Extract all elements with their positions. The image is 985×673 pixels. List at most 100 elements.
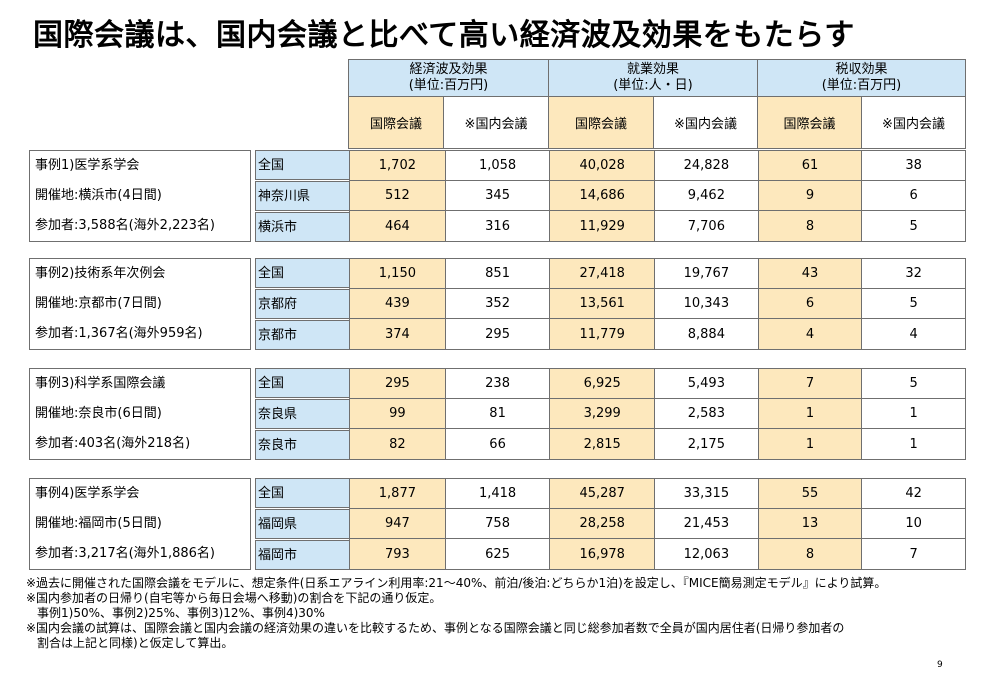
value-domestic: 5 [861,211,965,241]
value-intl: 1 [757,399,862,428]
case-description: 事例3)科学系国際会議 開催地:奈良市(6日間) 参加者:403名(海外218名… [29,368,251,460]
table-row: 1,877 1,418 45,287 33,315 55 42 [350,479,965,509]
value-intl: 4 [757,319,862,349]
value-domestic: 1 [861,429,965,459]
footnotes: ※過去に開催された国際会議をモデルに、想定条件(日系エアライン利用率:21～40… [26,576,976,651]
case-description: 事例4)医学系学会 開催地:福岡市(5日間) 参加者:3,217名(海外1,88… [29,478,251,570]
header-name: 就業効果 [626,62,679,77]
value-intl: 43 [757,259,862,288]
region-label: 全国 [255,150,350,180]
value-intl: 2,815 [549,429,655,459]
value-domestic: 2,175 [654,429,758,459]
header-name: 経済波及効果 [409,62,488,77]
region-label: 全国 [255,258,350,288]
value-domestic: 9,462 [654,181,758,210]
value-intl: 27,418 [549,259,655,288]
value-intl: 793 [350,539,445,569]
table-row: 1,150 851 27,418 19,767 43 32 [350,259,965,289]
case-venue: 開催地:京都市(7日間) [35,296,162,311]
value-domestic: 32 [861,259,965,288]
value-intl: 295 [350,369,445,398]
value-intl: 99 [350,399,445,428]
value-intl: 14,686 [549,181,655,210]
region-column: 全国 奈良県 奈良市 [255,368,350,460]
value-intl: 61 [757,151,862,180]
value-domestic: 5,493 [654,369,758,398]
value-domestic: 5 [861,369,965,398]
value-domestic: 8,884 [654,319,758,349]
values-table: 1,150 851 27,418 19,767 43 32 439 352 13,561 10,3… [349,258,966,350]
value-intl: 3,299 [549,399,655,428]
value-intl: 1,702 [350,151,445,180]
case-venue: 開催地:福岡市(5日間) [35,516,162,531]
value-domestic: 1,058 [444,151,550,180]
subheader-intl: 国際会議 [548,97,654,149]
value-intl: 82 [350,429,445,459]
case-participants: 参加者:3,588名(海外2,223名) [35,218,215,233]
case-group-2: 事例2)技術系年次例会 開催地:京都市(7日間) 参加者:1,367名(海外95… [29,258,966,350]
table-row: 1,702 1,058 40,028 24,828 61 38 [350,151,965,181]
value-domestic: 7 [861,539,965,569]
region-label: 奈良市 [255,430,350,460]
header-employment-effect: 就業効果 (単位:人・日) [548,59,758,97]
header-unit: (単位:百万円) [821,78,902,93]
region-label: 神奈川県 [255,181,350,211]
region-label: 福岡県 [255,509,350,539]
value-domestic: 66 [444,429,550,459]
region-column: 全国 神奈川県 横浜市 [255,150,350,242]
value-intl: 6,925 [549,369,655,398]
subheader-domestic: ※国内会議 [861,97,966,149]
case-title: 事例2)技術系年次例会 [35,266,166,281]
footnote: ※国内会議の試算は、国際会議と国内会議の経済効果の違いを比較するため、事例となる… [26,621,845,635]
region-column: 全国 京都府 京都市 [255,258,350,350]
value-intl: 7 [757,369,862,398]
value-domestic: 10,343 [654,289,758,318]
case-title: 事例3)科学系国際会議 [35,376,166,391]
value-domestic: 6 [861,181,965,210]
values-table: 1,702 1,058 40,028 24,828 61 38 512 345 14,686 9,… [349,150,966,242]
table-row: 947 758 28,258 21,453 13 10 [350,509,965,539]
value-intl: 1 [757,429,862,459]
value-domestic: 295 [444,319,550,349]
value-intl: 1,150 [350,259,445,288]
value-intl: 28,258 [549,509,655,538]
value-domestic: 24,828 [654,151,758,180]
value-domestic: 33,315 [654,479,758,508]
table-row: 793 625 16,978 12,063 8 7 [350,539,965,569]
value-domestic: 2,583 [654,399,758,428]
value-domestic: 352 [444,289,550,318]
value-domestic: 758 [444,509,550,538]
case-venue: 開催地:奈良市(6日間) [35,406,162,421]
subheader-domestic: ※国内会議 [443,97,549,149]
footnote: ※国内参加者の日帰り(自宅等から毎日会場へ移動)の割合を下記の通り仮定。 [26,591,442,605]
value-domestic: 1,418 [444,479,550,508]
case-description: 事例1)医学系学会 開催地:横浜市(4日間) 参加者:3,588名(海外2,22… [29,150,251,242]
page-number: 9 [937,660,943,670]
value-intl: 8 [757,539,862,569]
value-intl: 439 [350,289,445,318]
values-table: 1,877 1,418 45,287 33,315 55 42 947 758 28,258 21… [349,478,966,570]
value-domestic: 42 [861,479,965,508]
table-row: 512 345 14,686 9,462 9 6 [350,181,965,211]
value-intl: 374 [350,319,445,349]
region-label: 全国 [255,478,350,508]
table-row: 99 81 3,299 2,583 1 1 [350,399,965,429]
value-intl: 11,929 [549,211,655,241]
value-domestic: 5 [861,289,965,318]
footnote: ※過去に開催された国際会議をモデルに、想定条件(日系エアライン利用率:21～40… [26,576,887,590]
value-intl: 55 [757,479,862,508]
value-domestic: 625 [444,539,550,569]
value-intl: 45,287 [549,479,655,508]
value-domestic: 316 [444,211,550,241]
header-unit: (単位:百万円) [408,78,489,93]
value-domestic: 1 [861,399,965,428]
value-intl: 9 [757,181,862,210]
page-title: 国際会議は、国内会議と比べて高い経済波及効果をもたらす [33,18,855,53]
value-intl: 11,779 [549,319,655,349]
case-group-4: 事例4)医学系学会 開催地:福岡市(5日間) 参加者:3,217名(海外1,88… [29,478,966,570]
subheader-intl: 国際会議 [348,97,444,149]
region-column: 全国 福岡県 福岡市 [255,478,350,570]
value-intl: 13,561 [549,289,655,318]
table-row: 82 66 2,815 2,175 1 1 [350,429,965,459]
table-row: 439 352 13,561 10,343 6 5 [350,289,965,319]
